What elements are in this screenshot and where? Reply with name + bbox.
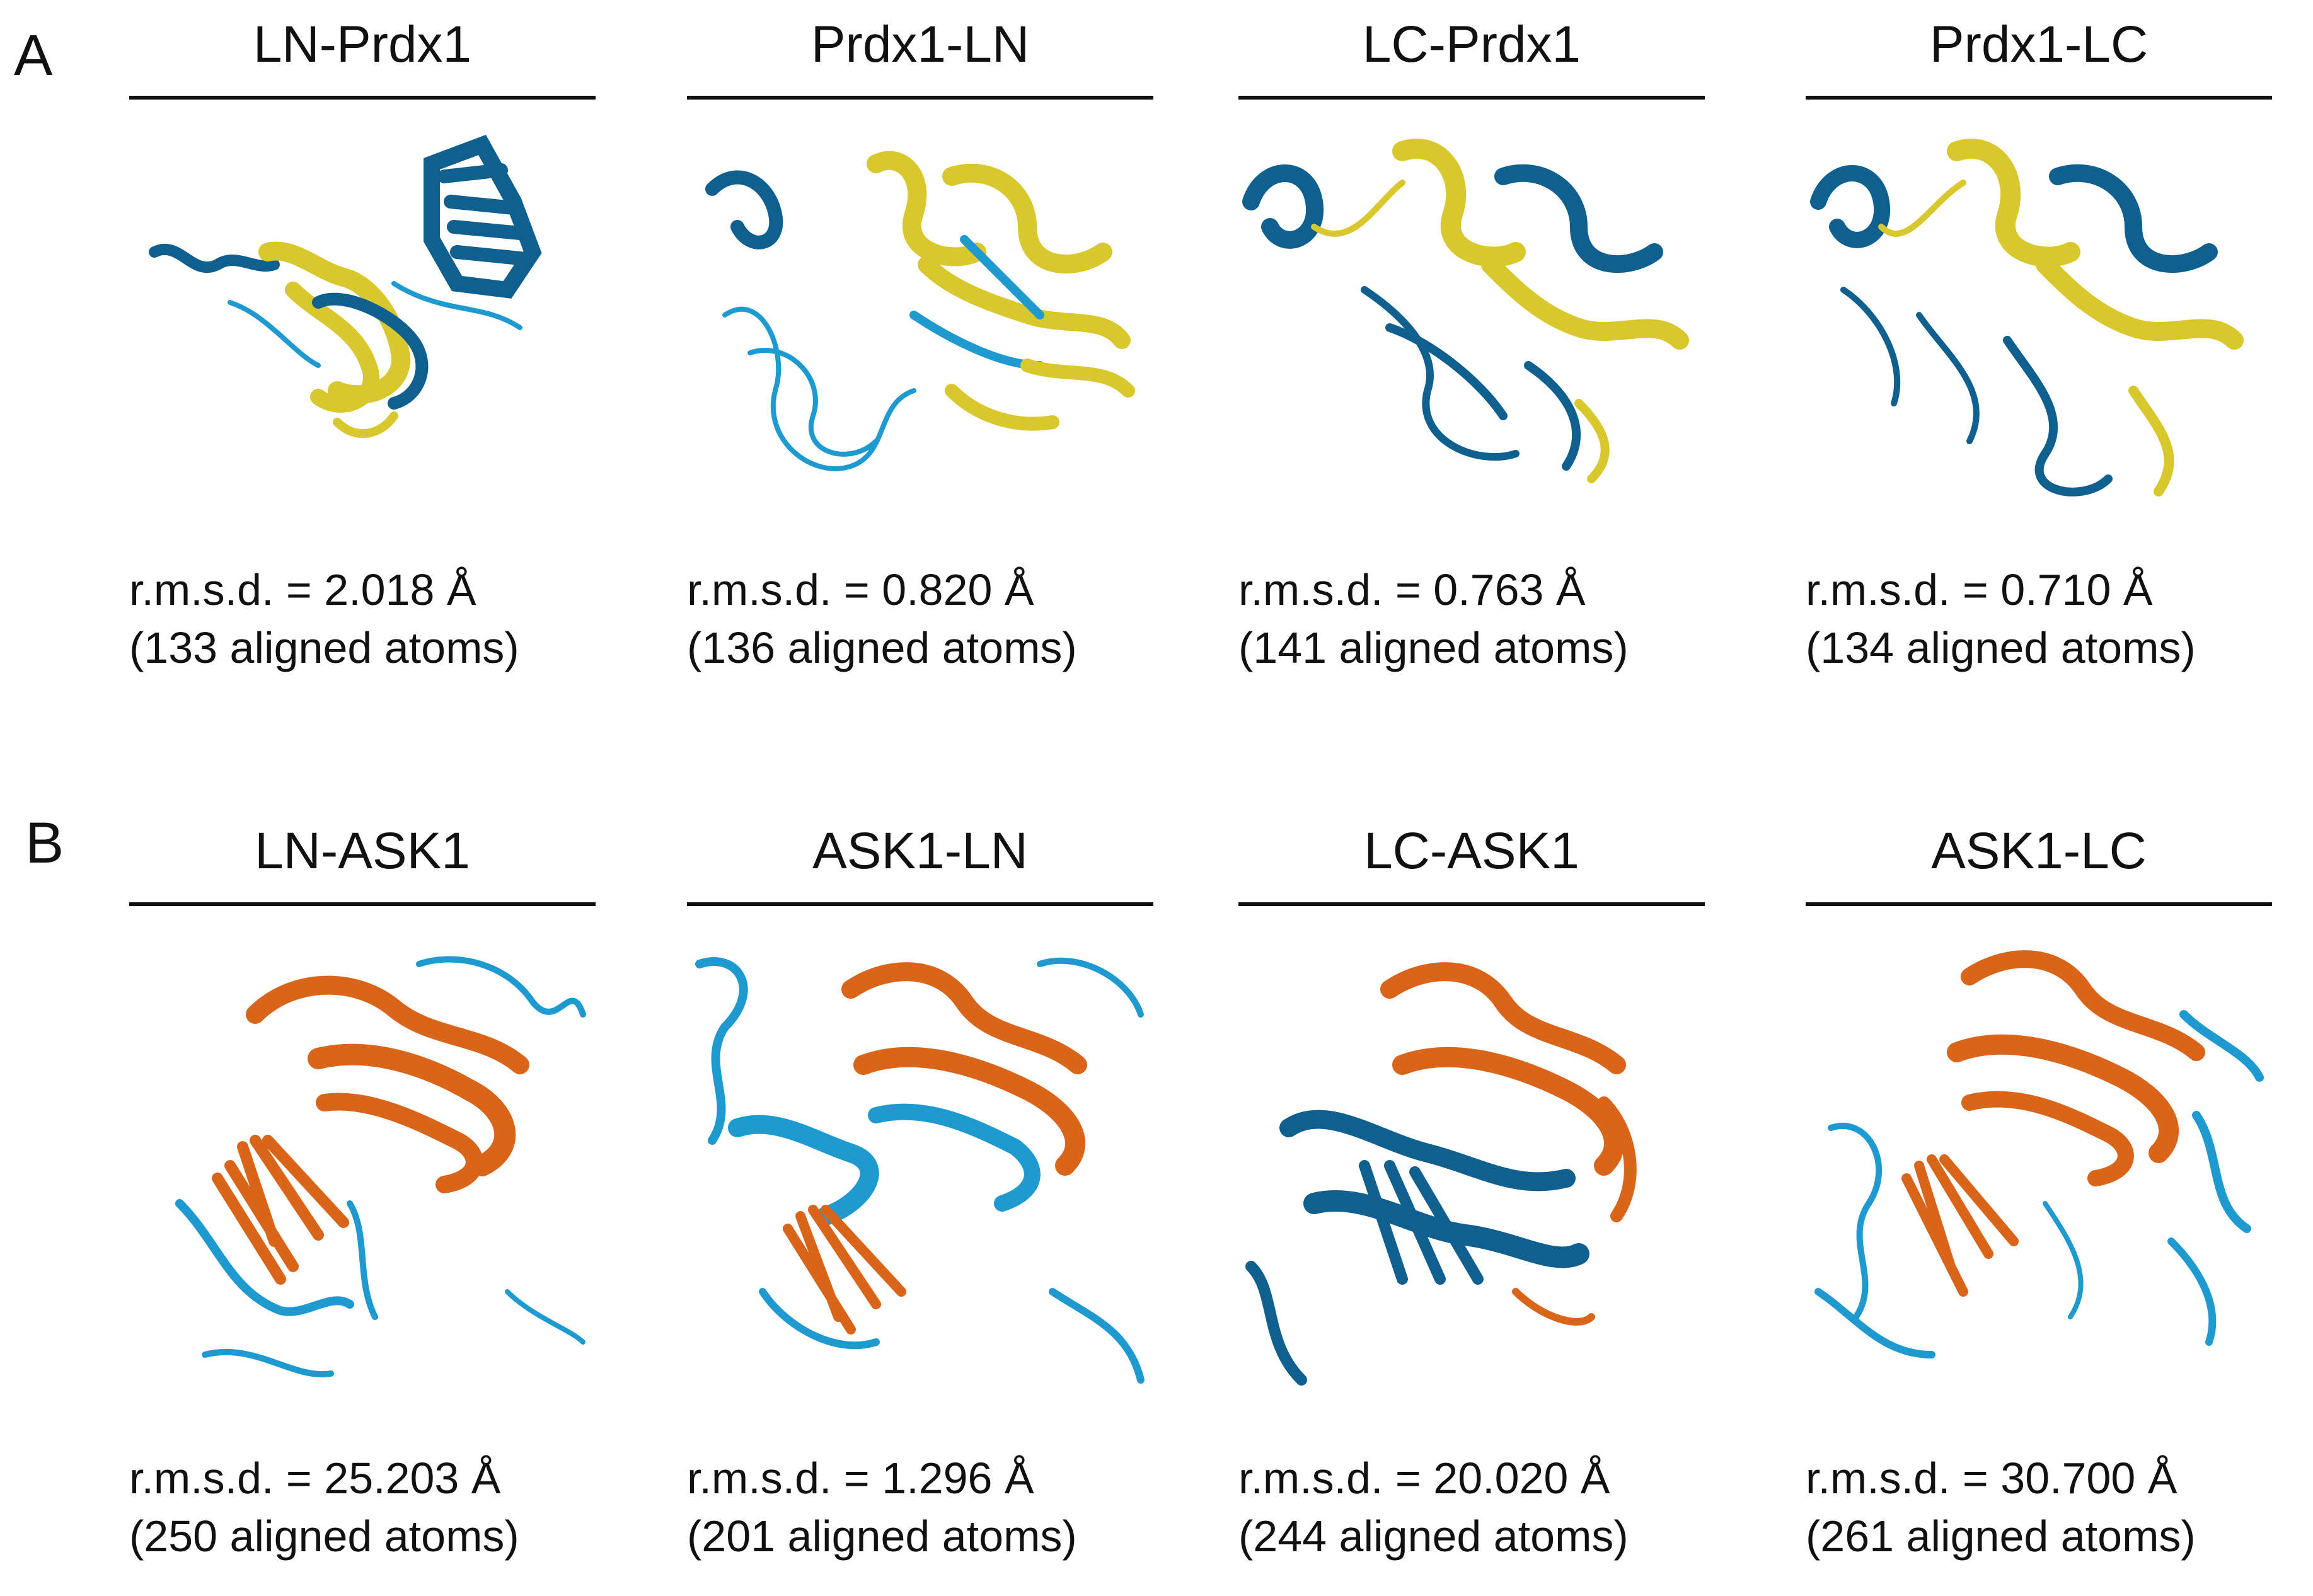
panel-letter-b: B	[25, 811, 64, 875]
title-rule	[1238, 96, 1705, 100]
title-rule	[687, 96, 1153, 100]
structure-title: LN-ASK1	[255, 822, 470, 880]
protein-structure-image	[129, 939, 596, 1399]
rmsd-value: r.m.s.d. = 30.700 Å	[1806, 1454, 2177, 1503]
title-rule	[129, 902, 596, 906]
structure-title: ASK1-LN	[812, 822, 1028, 880]
alignment-stats: r.m.s.d. = 25.203 Å (250 aligned atoms)	[129, 1449, 519, 1565]
rmsd-value: r.m.s.d. = 2.018 Å	[129, 565, 476, 614]
rmsd-value: r.m.s.d. = 0.763 Å	[1238, 565, 1586, 614]
title-rule	[1806, 96, 2272, 100]
rmsd-value: r.m.s.d. = 0.820 Å	[687, 565, 1034, 614]
alignment-stats: r.m.s.d. = 20.020 Å (244 aligned atoms)	[1238, 1449, 1629, 1565]
protein-structure-image	[1806, 126, 2272, 529]
structure-title: LC-ASK1	[1364, 822, 1579, 880]
figure-column-2: Prdx1-LN r.m.s.d. = 0.820 Å (136 aligned…	[687, 0, 1153, 1596]
panel-letter-a: A	[14, 23, 53, 88]
aligned-atoms: (250 aligned atoms)	[129, 1512, 519, 1561]
protein-structure-image	[1238, 939, 1705, 1399]
protein-structure-image	[1238, 126, 1705, 529]
figure-column-4: Prdx1-LC r.m.s.d. = 0.710 Å (134 aligned…	[1806, 0, 2272, 1596]
alignment-stats: r.m.s.d. = 2.018 Å (133 aligned atoms)	[129, 561, 519, 677]
rmsd-value: r.m.s.d. = 25.203 Å	[129, 1454, 501, 1503]
rmsd-value: r.m.s.d. = 0.710 Å	[1806, 565, 2153, 614]
title-rule	[1806, 902, 2272, 906]
protein-structure-image	[687, 126, 1153, 529]
alignment-stats: r.m.s.d. = 0.820 Å (136 aligned atoms)	[687, 561, 1077, 677]
aligned-atoms: (261 aligned atoms)	[1806, 1512, 2196, 1561]
protein-structure-image	[129, 126, 596, 529]
structure-title: Prdx1-LC	[1929, 16, 2149, 73]
protein-structure-image	[1806, 939, 2272, 1399]
aligned-atoms: (134 aligned atoms)	[1806, 623, 2196, 672]
alignment-stats: r.m.s.d. = 0.763 Å (141 aligned atoms)	[1238, 561, 1629, 677]
rmsd-value: r.m.s.d. = 20.020 Å	[1238, 1454, 1610, 1503]
aligned-atoms: (141 aligned atoms)	[1238, 623, 1629, 672]
title-rule	[1238, 902, 1705, 906]
aligned-atoms: (133 aligned atoms)	[129, 623, 519, 672]
alignment-stats: r.m.s.d. = 0.710 Å (134 aligned atoms)	[1806, 561, 2196, 677]
structure-title: LC-Prdx1	[1362, 16, 1581, 73]
structure-title: LN-Prdx1	[253, 16, 472, 73]
protein-structure-image	[687, 939, 1153, 1399]
alignment-stats: r.m.s.d. = 1.296 Å (201 aligned atoms)	[687, 1449, 1077, 1565]
figure-column-3: LC-Prdx1 r.m.s.d. = 0.763 Å (141 aligned…	[1238, 0, 1705, 1596]
figure-column-1: LN-Prdx1 r.m.s.d. = 2.018 Å (133 aligned…	[129, 0, 596, 1596]
aligned-atoms: (201 aligned atoms)	[687, 1512, 1077, 1561]
aligned-atoms: (136 aligned atoms)	[687, 623, 1077, 672]
rmsd-value: r.m.s.d. = 1.296 Å	[687, 1454, 1034, 1503]
structure-title: ASK1-LC	[1931, 822, 2147, 880]
aligned-atoms: (244 aligned atoms)	[1238, 1512, 1629, 1561]
title-rule	[129, 96, 596, 100]
title-rule	[687, 902, 1153, 906]
alignment-stats: r.m.s.d. = 30.700 Å (261 aligned atoms)	[1806, 1449, 2196, 1565]
structure-title: Prdx1-LN	[810, 16, 1030, 73]
